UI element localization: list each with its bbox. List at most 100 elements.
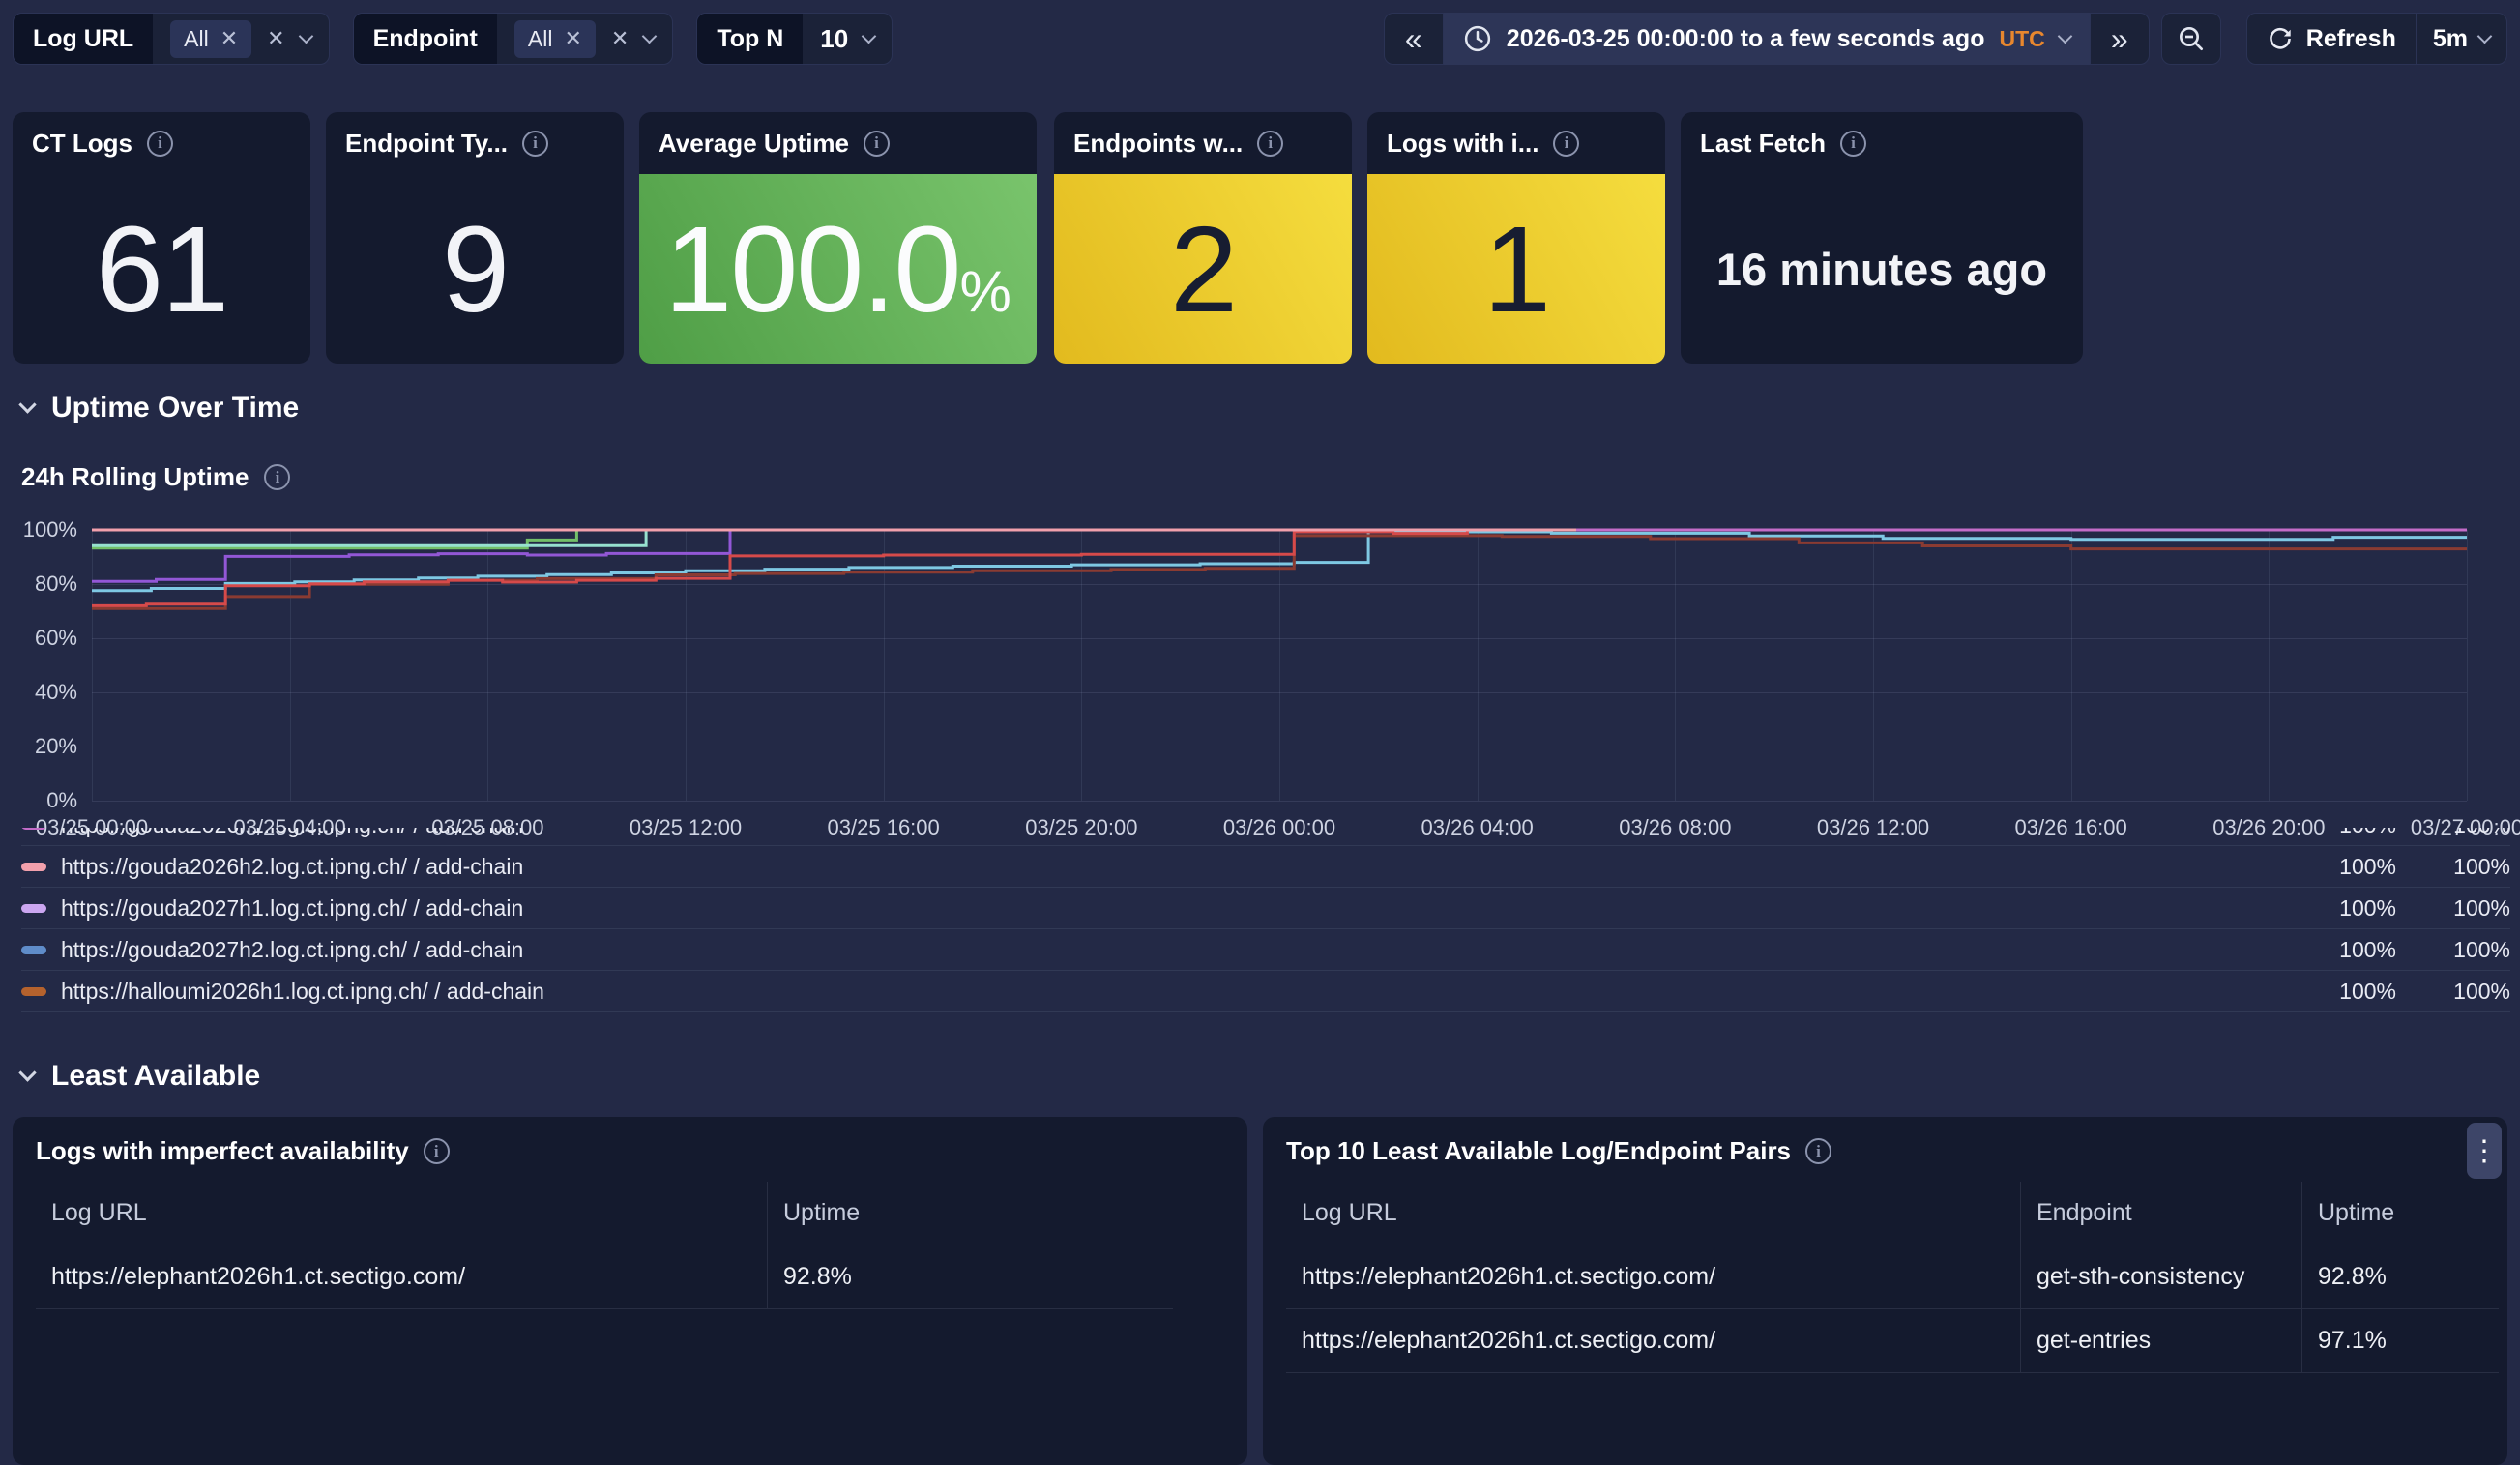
stat-value-area: 9 bbox=[326, 174, 624, 364]
filter-log-url[interactable]: Log URL All ✕ ✕ bbox=[13, 13, 330, 65]
legend-row[interactable]: https://gouda2027h1.log.ct.ipng.ch/ / ad… bbox=[21, 888, 2510, 929]
table-column-header: Uptime bbox=[767, 1182, 1173, 1245]
gridline bbox=[289, 530, 291, 801]
table-column-header: Log URL bbox=[36, 1182, 767, 1245]
legend-series-label[interactable]: https://gouda2026h2.log.ct.ipng.ch/ / ad… bbox=[61, 853, 524, 879]
info-icon[interactable]: i bbox=[1257, 130, 1284, 157]
section-title: Least Available bbox=[51, 1060, 261, 1092]
series-color-swatch[interactable] bbox=[21, 986, 46, 996]
gridline bbox=[487, 530, 489, 801]
time-controls: « 2026-03-25 00:00:00 to a few seconds a… bbox=[1383, 13, 2507, 65]
series-line bbox=[92, 530, 2467, 593]
stat-panel-0: CT Logs i 61 bbox=[13, 112, 310, 364]
remove-value-icon[interactable]: ✕ bbox=[220, 26, 239, 50]
top-n-label: Top N bbox=[697, 14, 804, 64]
series-line bbox=[92, 528, 2467, 547]
gridline bbox=[2070, 530, 2072, 801]
series-color-swatch[interactable] bbox=[21, 828, 46, 830]
stat-value: 61 bbox=[95, 200, 229, 337]
stat-value: 2 bbox=[1169, 200, 1238, 337]
info-icon[interactable]: i bbox=[1805, 1138, 1832, 1164]
table-column-header: Endpoint bbox=[2020, 1182, 2301, 1245]
panel-menu-button[interactable]: ⋮ bbox=[2467, 1123, 2502, 1179]
table-cell: https://elephant2026h1.ct.sectigo.com/ bbox=[36, 1245, 767, 1309]
refresh-interval-selector[interactable]: 5m bbox=[2415, 14, 2506, 64]
info-icon[interactable]: i bbox=[1840, 130, 1867, 157]
chevron-down-icon[interactable] bbox=[298, 28, 313, 44]
legend-series-label[interactable]: https://gouda2026h1.log.ct.ipng.ch/ / ad… bbox=[61, 828, 523, 838]
dashboard-toolbar: Log URL All ✕ ✕ Endpoint All ✕ ✕ Top N 1… bbox=[13, 13, 2507, 65]
filter-endpoint-value-pill[interactable]: All ✕ bbox=[513, 19, 596, 58]
stat-value-suffix: % bbox=[959, 258, 1011, 324]
remove-value-icon[interactable]: ✕ bbox=[564, 26, 582, 50]
stat-value: 16 minutes ago bbox=[1715, 243, 2048, 295]
y-axis-label: 0% bbox=[46, 788, 77, 812]
refresh-button[interactable]: Refresh bbox=[2247, 14, 2416, 64]
table-cell: 92.8% bbox=[767, 1245, 1173, 1309]
series-color-swatch[interactable] bbox=[21, 903, 46, 913]
chart-panel-title[interactable]: 24h Rolling Uptime i bbox=[21, 462, 291, 492]
info-icon[interactable]: i bbox=[147, 130, 173, 157]
stat-title: Logs with i... bbox=[1387, 128, 1539, 158]
info-icon[interactable]: i bbox=[522, 130, 549, 157]
section-uptime-over-time[interactable]: Uptime Over Time bbox=[18, 392, 299, 425]
legend-series-label[interactable]: https://gouda2027h2.log.ct.ipng.ch/ / ad… bbox=[61, 936, 524, 962]
series-color-swatch[interactable] bbox=[21, 862, 46, 871]
info-icon[interactable]: i bbox=[864, 130, 890, 157]
stat-panel-header: Average Uptime i bbox=[639, 112, 1037, 174]
time-range-picker[interactable]: 2026-03-25 00:00:00 to a few seconds ago… bbox=[1443, 13, 2090, 65]
section-least-available[interactable]: Least Available bbox=[18, 1060, 261, 1093]
legend-value: 100% bbox=[2339, 853, 2396, 879]
stat-title: Average Uptime bbox=[659, 128, 849, 158]
series-line bbox=[92, 528, 2467, 583]
stat-panel-header: Logs with i... i bbox=[1367, 112, 1665, 174]
legend-series-label[interactable]: https://gouda2027h1.log.ct.ipng.ch/ / ad… bbox=[61, 894, 524, 921]
x-axis-label: 03/26 20:00 bbox=[2212, 815, 2326, 839]
filter-endpoint[interactable]: Endpoint All ✕ ✕ bbox=[352, 13, 674, 65]
stat-panel-1: Endpoint Ty... i 9 bbox=[326, 112, 624, 364]
stat-title: Last Fetch bbox=[1700, 128, 1827, 158]
y-axis-label: 60% bbox=[34, 626, 77, 650]
filter-log-url-value-pill[interactable]: All ✕ bbox=[170, 19, 252, 58]
clear-filter-icon[interactable]: ✕ bbox=[610, 26, 630, 50]
series-color-swatch[interactable] bbox=[21, 945, 46, 954]
info-icon[interactable]: i bbox=[264, 464, 291, 490]
x-axis-label: 03/25 00:00 bbox=[35, 815, 149, 839]
chart-legend[interactable]: https://gouda2026h1.log.ct.ipng.ch/ / ad… bbox=[21, 828, 2510, 1017]
x-axis-label: 03/25 12:00 bbox=[629, 815, 743, 839]
legend-row[interactable]: https://gouda2026h1.log.ct.ipng.ch/ / ad… bbox=[21, 828, 2510, 846]
gridline bbox=[1477, 530, 1479, 801]
legend-row[interactable]: https://gouda2027h2.log.ct.ipng.ch/ / ad… bbox=[21, 929, 2510, 971]
x-axis-label: 03/27 00:00 bbox=[2410, 815, 2520, 839]
top-n-selector[interactable]: Top N 10 bbox=[696, 13, 894, 65]
info-icon[interactable]: i bbox=[1553, 130, 1580, 157]
imperfect-availability-table: Log URL Uptime https://elephant2026h1.ct.s… bbox=[36, 1182, 1224, 1309]
chart-title-text: 24h Rolling Uptime bbox=[21, 462, 249, 491]
panel-title: Logs with imperfect availability bbox=[36, 1136, 409, 1165]
panel-title: Top 10 Least Available Log/Endpoint Pair… bbox=[1286, 1136, 1792, 1165]
stat-title: CT Logs bbox=[32, 128, 132, 158]
legend-row[interactable]: https://gouda2026h2.log.ct.ipng.ch/ / ad… bbox=[21, 846, 2510, 888]
chevron-down-icon[interactable] bbox=[861, 28, 877, 44]
x-axis-label: 03/26 16:00 bbox=[2014, 815, 2127, 839]
top10-least-available-table: Log URL Endpoint Uptime https://elephant202… bbox=[1286, 1182, 2499, 1373]
y-axis-label: 80% bbox=[34, 571, 77, 596]
time-shift-back-button[interactable]: « bbox=[1383, 13, 1444, 65]
chevron-down-icon[interactable] bbox=[642, 28, 658, 44]
legend-series-label[interactable]: https://halloumi2026h1.log.ct.ipng.ch/ /… bbox=[61, 978, 544, 1004]
gridline bbox=[92, 584, 2467, 585]
series-line bbox=[92, 528, 2467, 607]
gridline bbox=[1675, 530, 1677, 801]
gridline bbox=[1279, 530, 1280, 801]
x-axis-label: 03/26 08:00 bbox=[1619, 815, 1732, 839]
legend-row[interactable]: https://halloumi2026h1.log.ct.ipng.ch/ /… bbox=[21, 971, 2510, 1012]
gridline bbox=[92, 692, 2467, 693]
table-column-header: Log URL bbox=[1286, 1182, 2020, 1245]
time-shift-forward-button[interactable]: » bbox=[2089, 13, 2150, 65]
legend-value: 100% bbox=[2453, 853, 2510, 879]
clear-filter-icon[interactable]: ✕ bbox=[267, 26, 285, 50]
x-axis-label: 03/25 04:00 bbox=[233, 815, 346, 839]
info-icon[interactable]: i bbox=[423, 1138, 450, 1164]
stat-panel-header: Last Fetch i bbox=[1681, 112, 2083, 174]
zoom-out-time-button[interactable] bbox=[2160, 13, 2221, 65]
